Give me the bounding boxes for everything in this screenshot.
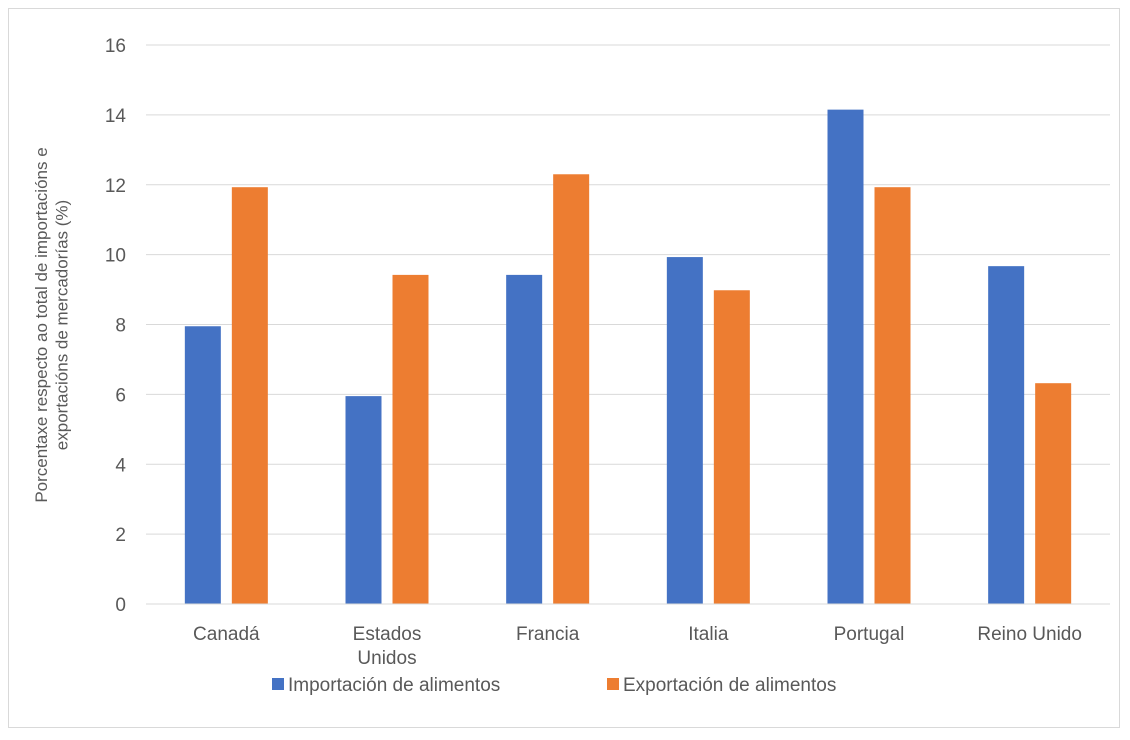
x-tick-label-line: Unidos xyxy=(357,648,416,669)
legend-label-export: Exportación de alimentos xyxy=(623,675,836,696)
x-tick-label-line: Reino Unido xyxy=(977,624,1082,645)
bar-export xyxy=(231,187,268,604)
legend-label-import: Importación de alimentos xyxy=(288,675,500,696)
legend-swatch-import xyxy=(272,678,284,690)
legend-swatch-export xyxy=(607,678,619,690)
bar-export xyxy=(553,174,590,605)
y-tick-label: 14 xyxy=(105,106,127,127)
legend: Importación de alimentos Exportación de a… xyxy=(272,675,836,696)
bar-export xyxy=(1035,383,1072,604)
grid-lines xyxy=(146,44,1110,605)
y-tick-label: 12 xyxy=(105,176,126,197)
bar-export xyxy=(713,290,750,604)
y-tick-label: 4 xyxy=(115,455,126,476)
x-tick-label-line: Canadá xyxy=(193,624,260,645)
y-axis-ticks: 0 2 4 6 8 10 12 14 16 xyxy=(105,36,127,616)
x-tick-label: Portugal xyxy=(834,624,905,645)
y-tick-label: 0 xyxy=(115,595,126,616)
y-tick-label: 2 xyxy=(115,525,126,546)
x-tick-label: Italia xyxy=(688,624,729,645)
x-tick-label: Estados Unidos xyxy=(353,624,422,669)
y-tick-label: 16 xyxy=(105,36,126,57)
bar-export xyxy=(874,187,911,604)
x-tick-label-line: Estados xyxy=(353,624,422,645)
bar-import xyxy=(827,109,864,605)
x-tick-label: Reino Unido xyxy=(977,624,1082,645)
x-tick-label-line: Francia xyxy=(516,624,580,645)
bar-import xyxy=(666,257,703,604)
x-tick-label-line: Italia xyxy=(688,624,729,645)
x-tick-label: Canadá xyxy=(193,624,260,645)
y-tick-label: 6 xyxy=(115,385,126,406)
bar-import xyxy=(506,274,543,604)
bar-import xyxy=(988,266,1025,604)
bar-export xyxy=(392,274,429,604)
y-axis-title: Porcentaxe respecto ao total de importac… xyxy=(32,147,71,502)
y-axis-title-line: exportacións de mercadorías (%) xyxy=(52,200,71,450)
x-tick-label: Francia xyxy=(516,624,580,645)
bar-import xyxy=(184,326,221,604)
x-tick-label-line: Portugal xyxy=(834,624,905,645)
y-axis-title-line: Porcentaxe respecto ao total de importac… xyxy=(32,147,51,502)
y-tick-label: 10 xyxy=(105,246,126,267)
y-axis-label: Porcentaxe respecto ao total de importac… xyxy=(32,147,71,502)
bars xyxy=(146,109,1110,605)
y-tick-label: 8 xyxy=(115,316,126,337)
x-axis-ticks: Canadá Estados Unidos Francia Italia Portugal… xyxy=(193,624,1082,669)
bar-import xyxy=(345,396,382,604)
